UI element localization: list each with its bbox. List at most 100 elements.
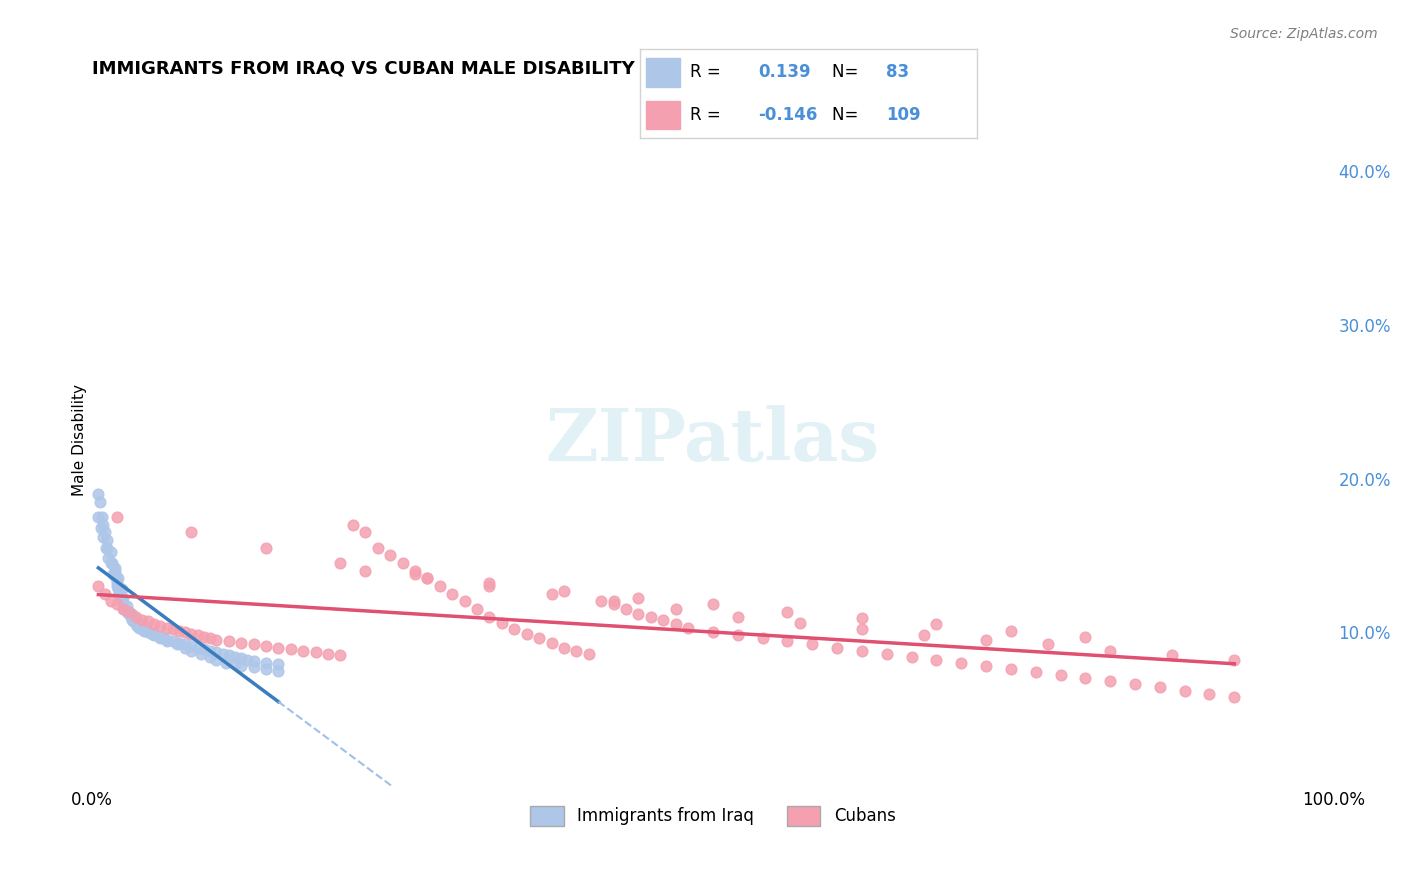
Point — [553, 640, 575, 655]
Point — [404, 564, 426, 578]
Point — [205, 632, 228, 647]
Point — [149, 632, 172, 646]
Point — [187, 640, 209, 655]
Point — [162, 622, 184, 636]
Point — [110, 591, 132, 606]
Point — [602, 594, 624, 608]
FancyBboxPatch shape — [647, 58, 681, 87]
Text: IMMIGRANTS FROM IRAQ VS CUBAN MALE DISABILITY CORRELATION CHART: IMMIGRANTS FROM IRAQ VS CUBAN MALE DISAB… — [93, 60, 856, 78]
Point — [925, 653, 948, 667]
Y-axis label: Male Disability: Male Disability — [72, 384, 87, 496]
Point — [105, 576, 128, 591]
Point — [180, 525, 202, 540]
Point — [851, 611, 873, 625]
Point — [665, 617, 688, 632]
Point — [187, 628, 209, 642]
Point — [354, 564, 377, 578]
Point — [342, 517, 364, 532]
Point — [97, 551, 120, 566]
Text: N=: N= — [832, 106, 863, 124]
Point — [101, 556, 124, 570]
Point — [304, 645, 326, 659]
Text: -0.146: -0.146 — [758, 106, 817, 124]
Point — [627, 607, 650, 621]
Point — [602, 598, 624, 612]
Point — [231, 636, 253, 650]
Point — [108, 582, 131, 596]
Point — [205, 645, 228, 659]
Point — [111, 582, 134, 596]
Point — [124, 609, 146, 624]
Point — [614, 602, 637, 616]
Point — [156, 634, 179, 648]
Point — [108, 587, 131, 601]
Point — [925, 617, 948, 632]
FancyBboxPatch shape — [647, 101, 681, 129]
Point — [254, 662, 277, 676]
Point — [391, 556, 413, 570]
Point — [104, 571, 127, 585]
Text: R =: R = — [690, 63, 727, 81]
Point — [190, 647, 212, 661]
Point — [652, 613, 675, 627]
Point — [676, 621, 699, 635]
Point — [236, 653, 259, 667]
Point — [254, 656, 277, 670]
Point — [553, 583, 575, 598]
Point — [429, 579, 451, 593]
Point — [156, 632, 179, 647]
Point — [242, 637, 264, 651]
Point — [702, 598, 724, 612]
Point — [218, 634, 240, 648]
Point — [115, 599, 138, 613]
Point — [1174, 683, 1197, 698]
Point — [727, 628, 749, 642]
Point — [1025, 665, 1047, 679]
Point — [416, 571, 439, 585]
Point — [665, 602, 688, 616]
Point — [503, 622, 526, 636]
Point — [115, 605, 138, 619]
Point — [131, 617, 153, 632]
Point — [180, 639, 202, 653]
Point — [1049, 668, 1071, 682]
Point — [329, 556, 352, 570]
Point — [224, 649, 246, 664]
Point — [131, 622, 153, 636]
Point — [242, 660, 264, 674]
Point — [254, 639, 277, 653]
Point — [111, 594, 134, 608]
Point — [627, 591, 650, 606]
Point — [118, 605, 141, 619]
Point — [87, 579, 110, 593]
Point — [198, 632, 221, 646]
Point — [136, 625, 159, 640]
Point — [478, 576, 501, 591]
Point — [100, 545, 122, 559]
Point — [124, 617, 146, 632]
Point — [789, 615, 811, 630]
Point — [112, 598, 135, 612]
Point — [94, 541, 117, 555]
Point — [1074, 630, 1097, 644]
Point — [96, 541, 118, 555]
Point — [1074, 671, 1097, 685]
Point — [912, 628, 935, 642]
Point — [218, 648, 240, 663]
Point — [93, 517, 115, 532]
Point — [900, 649, 922, 664]
Point — [118, 607, 141, 621]
Text: Source: ZipAtlas.com: Source: ZipAtlas.com — [1230, 27, 1378, 41]
Point — [404, 566, 426, 581]
Point — [1161, 648, 1184, 663]
Point — [131, 613, 153, 627]
Point — [776, 634, 799, 648]
Point — [174, 637, 197, 651]
Point — [329, 648, 352, 663]
Point — [93, 530, 115, 544]
Point — [153, 632, 176, 646]
Point — [1000, 624, 1022, 638]
Point — [143, 617, 166, 632]
Point — [205, 653, 228, 667]
Point — [100, 556, 122, 570]
